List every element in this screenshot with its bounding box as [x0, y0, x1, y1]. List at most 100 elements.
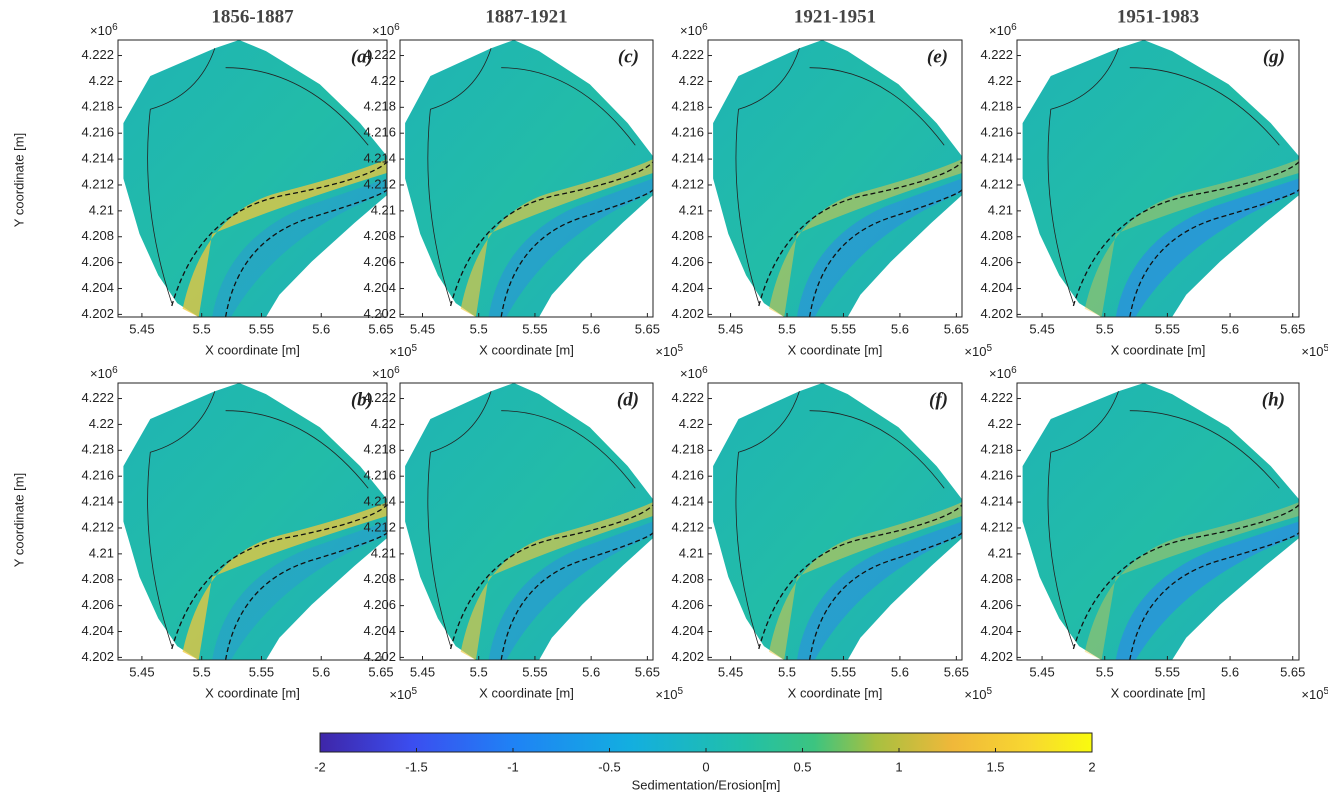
deposit-band: [460, 502, 653, 660]
y-tick-label: 4.206: [980, 254, 1013, 269]
y-tick-label: 4.204: [671, 623, 704, 638]
channel-edge: [1072, 161, 1300, 307]
y-tick-label: 4.21: [679, 545, 704, 560]
erosion-band: [488, 521, 653, 660]
panel-label: (f): [929, 389, 948, 410]
y-tick-label: 4.204: [980, 623, 1013, 638]
map-area: [405, 383, 653, 660]
y-tick-label: 4.204: [671, 280, 704, 295]
y-multiplier: ×106: [372, 22, 400, 39]
colorbar-tick-label: 1.5: [986, 759, 1004, 774]
plot-frame: [117, 39, 388, 318]
y-tick-label: 4.222: [363, 390, 396, 405]
y-tick-label: 4.206: [81, 597, 114, 612]
x-multiplier: ×105: [389, 343, 417, 360]
y-multiplier: ×106: [90, 365, 118, 382]
map-panel: [1022, 40, 1300, 318]
y-tick-label: 4.206: [363, 597, 396, 612]
column-title: 1856-1887: [211, 6, 294, 27]
erosion-band: [796, 178, 962, 317]
y-tick-label: 4.202: [81, 649, 114, 664]
colorbar-tick-label: 2: [1088, 759, 1095, 774]
contour: [735, 391, 800, 647]
contour: [427, 48, 492, 304]
x-tick-label: 5.6: [1221, 321, 1239, 336]
y-tick-label: 4.212: [980, 519, 1013, 534]
y-tick-label: 4.22: [679, 73, 704, 88]
y-tick-label: 4.208: [980, 228, 1013, 243]
y-tick-label: 4.208: [671, 571, 704, 586]
contour: [1047, 391, 1119, 647]
y-axis-label: Y coordinate [m]: [11, 133, 26, 227]
x-tick-label: 5.55: [522, 321, 547, 336]
y-tick-label: 4.216: [363, 125, 396, 140]
y-tick-label: 4.216: [81, 468, 114, 483]
x-tick-label: 5.6: [1221, 664, 1239, 679]
colorbar-tick-label: 1: [895, 759, 902, 774]
y-multiplier: ×106: [680, 365, 708, 382]
y-tick-label: 4.218: [363, 442, 396, 457]
y-tick-label: 4.212: [671, 176, 704, 191]
panel-label: (b): [351, 389, 373, 410]
y-tick-label: 4.202: [671, 649, 704, 664]
deposit-band: [1084, 159, 1299, 317]
x-tick-label: 5.5: [778, 664, 796, 679]
y-tick-label: 4.214: [671, 494, 704, 509]
x-multiplier: ×105: [1301, 686, 1328, 703]
y-tick-label: 4.212: [980, 176, 1013, 191]
plot-frame: [399, 39, 654, 318]
channel-edge: [758, 161, 963, 307]
y-tick-label: 4.218: [671, 442, 704, 457]
y-tick-label: 4.214: [671, 151, 704, 166]
plot-frame: [707, 382, 963, 661]
x-tick-label: 5.55: [249, 321, 274, 336]
y-tick-label: 4.206: [363, 254, 396, 269]
column-title: 1921-1951: [794, 6, 876, 27]
x-axis-label: X coordinate [m]: [205, 342, 300, 357]
y-tick-label: 4.214: [980, 494, 1013, 509]
x-tick-label: 5.6: [312, 321, 330, 336]
x-axis-label: X coordinate [m]: [788, 342, 883, 357]
y-tick-label: 4.216: [81, 125, 114, 140]
contour: [1129, 410, 1280, 489]
y-tick-label: 4.218: [363, 99, 396, 114]
map-panel: [713, 383, 963, 661]
x-tick-label: 5.65: [368, 321, 393, 336]
erosion-band: [796, 521, 962, 660]
y-tick-label: 4.21: [371, 545, 396, 560]
y-tick-label: 4.208: [363, 228, 396, 243]
x-axis-label: X coordinate [m]: [479, 685, 574, 700]
x-tick-label: 5.6: [312, 664, 330, 679]
column-title: 1951-1983: [1117, 6, 1199, 27]
y-tick-label: 4.218: [980, 442, 1013, 457]
deposit-band: [460, 159, 653, 317]
x-tick-label: 5.6: [891, 664, 909, 679]
x-tick-label: 5.5: [778, 321, 796, 336]
y-tick-label: 4.206: [671, 597, 704, 612]
map-panel: [123, 40, 388, 318]
colorbar-tick-label: -1: [507, 759, 519, 774]
y-tick-label: 4.208: [81, 228, 114, 243]
x-multiplier: ×105: [655, 686, 683, 703]
y-tick-label: 4.214: [363, 151, 396, 166]
y-tick-label: 4.22: [89, 73, 114, 88]
y-axis-label: Y coordinate [m]: [11, 473, 26, 567]
x-tick-label: 5.65: [635, 664, 660, 679]
y-tick-label: 4.21: [988, 545, 1013, 560]
y-tick-label: 4.222: [980, 47, 1013, 62]
x-tick-label: 5.5: [193, 321, 211, 336]
y-tick-label: 4.202: [363, 649, 396, 664]
y-tick-label: 4.216: [980, 468, 1013, 483]
y-tick-label: 4.22: [371, 416, 396, 431]
contour: [147, 48, 216, 304]
x-tick-label: 5.55: [249, 664, 274, 679]
deposit-band: [769, 502, 962, 660]
channel-edge: [171, 161, 388, 307]
y-tick-label: 4.206: [980, 597, 1013, 612]
erosion-band: [488, 178, 653, 317]
y-tick-label: 4.214: [81, 151, 114, 166]
x-tick-label: 5.5: [193, 664, 211, 679]
x-tick-label: 5.55: [831, 321, 856, 336]
y-tick-label: 4.202: [980, 306, 1013, 321]
deposit-band: [1084, 502, 1299, 660]
